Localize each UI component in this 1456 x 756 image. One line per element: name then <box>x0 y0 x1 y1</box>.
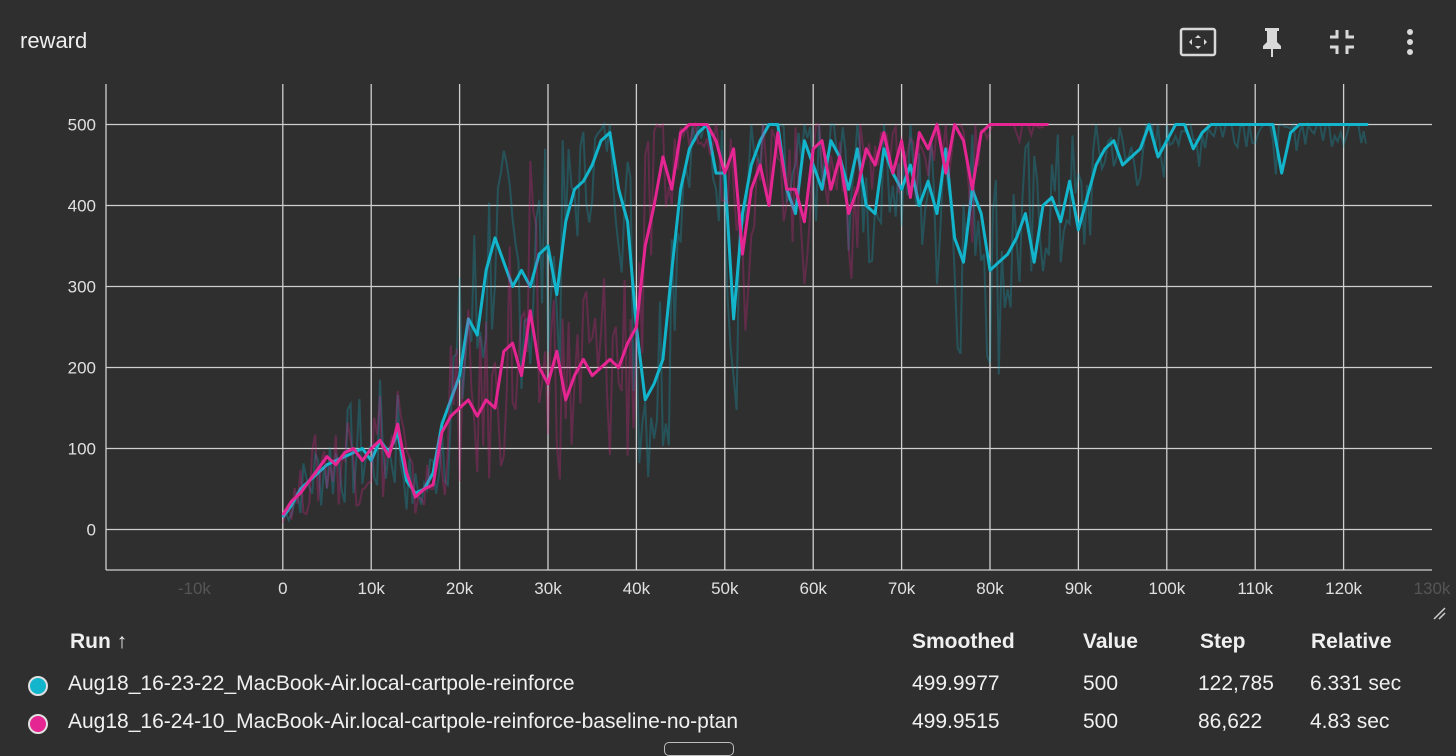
x-tick-label: 10k <box>357 579 385 598</box>
x-tick-label: -10k <box>178 579 212 598</box>
x-tick-label: 20k <box>446 579 474 598</box>
more-vert-icon[interactable] <box>1390 22 1430 62</box>
resize-handle-icon[interactable] <box>1432 606 1446 620</box>
x-tick-label: 110k <box>1237 579 1273 598</box>
x-tick-label: 120k <box>1325 579 1362 598</box>
x-tick-label: 70k <box>888 579 916 598</box>
scroll-handle[interactable] <box>664 742 734 756</box>
x-tick-label: 40k <box>623 579 651 598</box>
y-tick-label: 500 <box>68 116 96 135</box>
relative-time: 4.83 sec <box>1310 710 1390 733</box>
x-tick-label: 130k <box>1414 579 1451 598</box>
reward-line-chart[interactable]: -10k 0 10k 20k 30k 40k 50k 60k 70k 80k 90k 100k 110k… <box>0 0 1456 610</box>
pin-icon[interactable] <box>1252 22 1292 62</box>
fit-to-data-icon[interactable] <box>1178 22 1218 62</box>
x-tick-label: 80k <box>976 579 1004 598</box>
chart-toolbar <box>1179 22 1446 62</box>
relative-time: 6.331 sec <box>1310 672 1402 695</box>
smoothed-value: 499.9515 <box>912 710 1000 733</box>
series-color-swatch <box>28 714 48 734</box>
x-tick-label: 0 <box>278 579 287 598</box>
header-relative[interactable]: Relative <box>1311 630 1392 653</box>
series-color-swatch <box>28 676 48 696</box>
smoothed-series-line[interactable] <box>281 123 1049 516</box>
header-step[interactable]: Step <box>1200 630 1246 653</box>
header-value[interactable]: Value <box>1083 630 1138 653</box>
run-name: Aug18_16-24-10_MacBook-Air.local-cartpol… <box>68 710 739 733</box>
header-smoothed[interactable]: Smoothed <box>912 630 1015 653</box>
x-tick-label: 30k <box>534 579 562 598</box>
x-tick-label: 90k <box>1065 579 1093 598</box>
run-name: Aug18_16-23-22_MacBook-Air.local-cartpol… <box>68 672 575 695</box>
smoothed-value: 499.9977 <box>912 672 1000 695</box>
step-value: 86,622 <box>1198 710 1263 733</box>
x-tick-label: 100k <box>1148 579 1185 598</box>
chart-title: reward <box>20 28 88 53</box>
x-tick-label: 50k <box>711 579 739 598</box>
step-value: 122,785 <box>1198 672 1274 695</box>
y-tick-label: 200 <box>68 359 96 378</box>
raw-value: 500 <box>1083 672 1119 695</box>
raw-series-line <box>281 120 1044 524</box>
y-tick-label: 300 <box>68 278 96 297</box>
raw-value: 500 <box>1083 710 1119 733</box>
collapse-icon[interactable] <box>1322 22 1362 62</box>
y-tick-label: 400 <box>68 197 96 216</box>
x-tick-label: 60k <box>799 579 827 598</box>
header-run[interactable]: Run ↑ <box>70 630 128 653</box>
y-tick-label: 0 <box>87 521 96 540</box>
y-tick-label: 100 <box>68 440 96 459</box>
